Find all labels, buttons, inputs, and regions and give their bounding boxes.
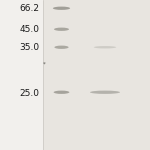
Ellipse shape xyxy=(54,46,69,49)
Text: 66.2: 66.2 xyxy=(20,4,40,13)
Ellipse shape xyxy=(94,46,116,48)
Ellipse shape xyxy=(54,91,69,94)
FancyBboxPatch shape xyxy=(43,0,150,150)
Ellipse shape xyxy=(53,7,70,10)
Text: 45.0: 45.0 xyxy=(20,26,40,34)
Text: *: * xyxy=(43,61,46,66)
Text: 35.0: 35.0 xyxy=(20,43,40,52)
Ellipse shape xyxy=(54,28,69,31)
Text: 25.0: 25.0 xyxy=(20,88,40,98)
Ellipse shape xyxy=(90,91,120,94)
